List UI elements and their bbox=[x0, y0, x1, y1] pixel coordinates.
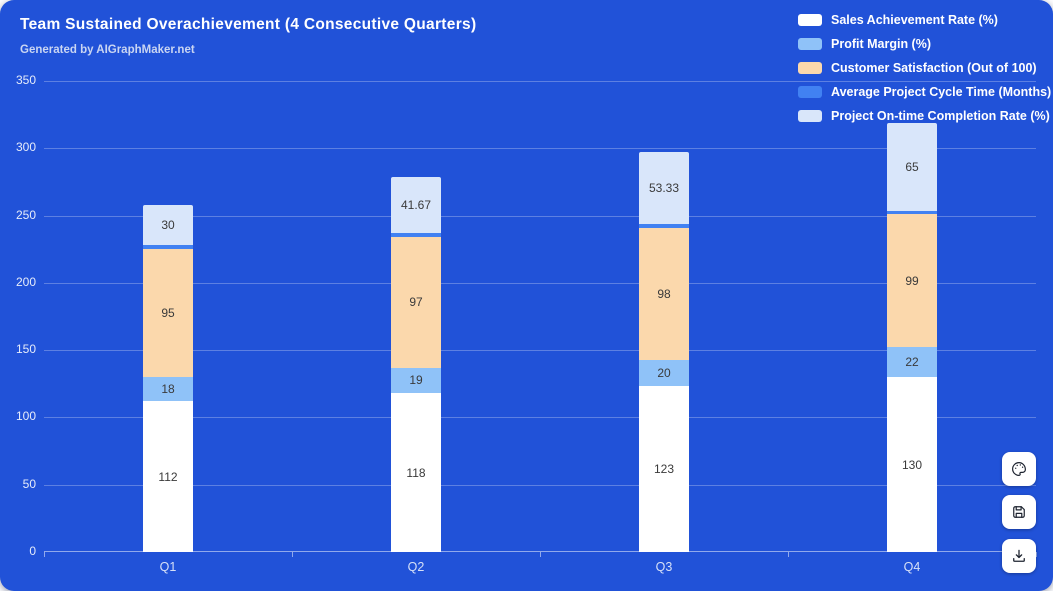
y-tick-label: 50 bbox=[22, 476, 36, 491]
bar-segment bbox=[887, 377, 937, 552]
segment-value-label: 97 bbox=[409, 295, 423, 310]
save-icon bbox=[1010, 503, 1028, 521]
legend-item-label: Sales Achievement Rate (%) bbox=[831, 13, 998, 27]
segment-value-label: 95 bbox=[161, 306, 175, 321]
segment-value-label: 53.33 bbox=[648, 181, 680, 196]
y-tick-label: 300 bbox=[15, 140, 36, 155]
x-category-label: Q2 bbox=[407, 560, 425, 574]
gridline bbox=[44, 81, 1036, 82]
segment-value-label: 130 bbox=[901, 457, 923, 472]
segment-value-label: 41.67 bbox=[400, 198, 432, 212]
bar-segment bbox=[639, 227, 689, 360]
segment-value-label: 19 bbox=[409, 373, 423, 388]
download-icon bbox=[1010, 547, 1028, 565]
stacked-bar: 11819973.0341.67 bbox=[391, 176, 441, 552]
segment-value-label: 123 bbox=[653, 462, 675, 477]
segment-value-label: 112 bbox=[158, 469, 178, 484]
gridline bbox=[44, 215, 1036, 217]
segment-value-label: 99 bbox=[905, 273, 919, 288]
x-category-label: Q1 bbox=[159, 560, 177, 574]
segment-value-label: 30 bbox=[161, 217, 175, 232]
segment-value-label: 20 bbox=[657, 366, 671, 381]
segment-value-label: 65 bbox=[905, 160, 919, 175]
y-tick-label: 250 bbox=[15, 207, 36, 222]
palette-icon bbox=[1010, 460, 1028, 478]
bar-segment bbox=[391, 233, 441, 238]
legend-item-label: Average Project Cycle Time (Months) bbox=[831, 85, 1052, 99]
gridline bbox=[44, 282, 1036, 284]
segment-value-label: 22 bbox=[905, 355, 919, 370]
plot-area: 11218953.230Q111819973.0341.67Q212320982… bbox=[44, 81, 1037, 574]
bar-segment bbox=[143, 377, 193, 402]
bar-segment bbox=[887, 214, 937, 348]
y-tick-label: 150 bbox=[15, 342, 36, 357]
segment-value-label: 18 bbox=[161, 382, 175, 397]
bar-segment bbox=[887, 123, 937, 211]
axis-tick bbox=[1036, 552, 1037, 557]
legend-item[interactable]: Average Project Cycle Time (Months) bbox=[798, 80, 1051, 104]
legend-item-label: Project On-time Completion Rate (%) bbox=[831, 109, 1050, 123]
y-tick-label: 100 bbox=[15, 409, 36, 424]
stacked-bar: 13022992.565 bbox=[887, 123, 937, 552]
chart-subtitle: Generated by AIGraphMaker.net bbox=[20, 44, 195, 56]
legend-item[interactable]: Customer Satisfaction (Out of 100) bbox=[798, 56, 1051, 80]
bar-segment bbox=[639, 152, 689, 224]
y-tick-label: 350 bbox=[15, 73, 36, 87]
chart-title: Team Sustained Overachievement (4 Consec… bbox=[20, 16, 477, 33]
bar-segment bbox=[143, 401, 193, 552]
axis-tick bbox=[540, 552, 541, 557]
gridline bbox=[44, 350, 1036, 352]
segment-value-label: 118 bbox=[406, 465, 426, 480]
palette-button[interactable] bbox=[1002, 452, 1036, 486]
bar-segment bbox=[639, 359, 689, 387]
stacked-bar: 12320982.7653.33 bbox=[639, 152, 689, 552]
legend-swatch-icon bbox=[798, 110, 822, 122]
legend-swatch-icon bbox=[798, 86, 822, 98]
gridline bbox=[44, 417, 1036, 419]
axis-tick bbox=[788, 552, 789, 557]
save-button[interactable] bbox=[1002, 495, 1036, 529]
bar-segment bbox=[639, 386, 689, 552]
bar-segment bbox=[639, 223, 689, 228]
x-category-label: Q3 bbox=[655, 560, 673, 574]
bar-segment bbox=[143, 249, 193, 378]
legend-item[interactable]: Profit Margin (%) bbox=[798, 32, 1051, 56]
legend-swatch-icon bbox=[798, 38, 822, 50]
legend-item[interactable]: Sales Achievement Rate (%) bbox=[798, 8, 1051, 32]
y-tick-label: 0 bbox=[29, 544, 36, 558]
bar-segment bbox=[391, 237, 441, 368]
legend-item-label: Profit Margin (%) bbox=[831, 37, 931, 51]
bar-segment bbox=[143, 244, 193, 250]
bar-segment bbox=[391, 393, 441, 552]
x-axis-line bbox=[44, 551, 1036, 552]
gridline bbox=[44, 484, 1036, 486]
x-category-label: Q4 bbox=[903, 560, 921, 574]
bar-segment bbox=[391, 176, 441, 234]
axis-tick bbox=[44, 552, 45, 557]
download-button[interactable] bbox=[1002, 539, 1036, 573]
bar-segment bbox=[143, 204, 193, 245]
legend-swatch-icon bbox=[798, 62, 822, 74]
bar-segment bbox=[887, 210, 937, 215]
axis-tick bbox=[292, 552, 293, 557]
bar-segment bbox=[887, 347, 937, 378]
legend-item[interactable]: Project On-time Completion Rate (%) bbox=[798, 104, 1051, 128]
segment-value-label: 98 bbox=[657, 286, 671, 301]
bar-segment bbox=[391, 367, 441, 394]
legend-item-label: Customer Satisfaction (Out of 100) bbox=[831, 61, 1037, 75]
y-tick-label: 200 bbox=[15, 274, 36, 289]
legend: Sales Achievement Rate (%) Profit Margin … bbox=[798, 8, 1051, 128]
gridline bbox=[44, 148, 1036, 150]
legend-swatch-icon bbox=[798, 14, 822, 26]
